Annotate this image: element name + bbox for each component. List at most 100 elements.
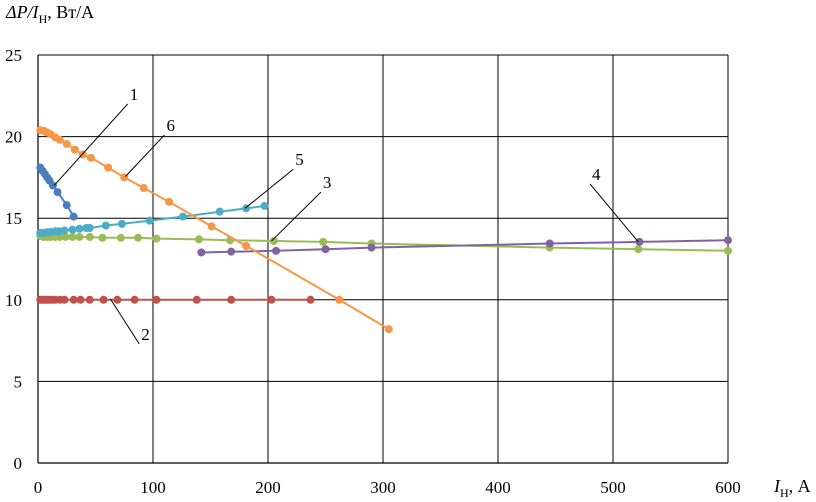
series-2: [36, 295, 315, 304]
series-2-point: [130, 295, 139, 304]
series-4-point: [197, 248, 206, 257]
series-6-point: [70, 145, 79, 154]
y-tick-label: 20: [5, 128, 22, 147]
series-1-point: [62, 201, 71, 210]
series-6-point: [242, 241, 251, 250]
annotation-leader: [110, 298, 140, 345]
series-2-point: [85, 295, 94, 304]
series-2-point: [152, 295, 161, 304]
series-1: [36, 163, 78, 221]
annotation-label: 5: [295, 150, 304, 169]
annotation-6: 6: [125, 116, 175, 177]
series-5-point: [60, 226, 69, 235]
series-4-point: [321, 245, 330, 254]
y-tick-label: 10: [5, 291, 22, 310]
series-2-point: [306, 295, 315, 304]
series-3-point: [634, 245, 643, 254]
series-5-point: [117, 219, 126, 228]
series-5-point: [68, 225, 77, 234]
y-tick-label: 5: [14, 372, 23, 391]
series-1-point: [48, 181, 57, 190]
x-tick-label: 400: [485, 478, 511, 497]
series-2-point: [69, 295, 78, 304]
series-6-point: [104, 163, 113, 172]
annotation-2: 2: [110, 298, 150, 345]
series-3-point: [68, 232, 77, 241]
annotation-5: 5: [244, 150, 304, 209]
series-5: [36, 201, 269, 237]
series-5-point: [75, 224, 84, 233]
series-2-point: [113, 295, 122, 304]
series-3-point: [134, 233, 143, 242]
series-3-point: [98, 233, 107, 242]
annotation-leader: [589, 183, 639, 243]
series-3-point: [61, 232, 70, 241]
series-6-point: [384, 325, 393, 334]
annotation-label: 4: [592, 165, 601, 184]
series-2-point: [192, 295, 201, 304]
annotation-label: 6: [167, 116, 176, 135]
series-2-point: [76, 295, 85, 304]
series-3-point: [75, 232, 84, 241]
series-3-point: [152, 234, 161, 243]
series-3-point: [724, 246, 732, 255]
y-tick-label: 0: [14, 454, 23, 473]
y-tick-label: 25: [5, 46, 22, 65]
y-axis-title: ΔP/IН, Вт/А: [5, 2, 94, 26]
annotation-label: 2: [141, 325, 150, 344]
series-5-point: [145, 216, 154, 225]
series-3-point: [319, 237, 328, 246]
y-tick-label: 15: [5, 209, 22, 228]
series-5-point: [178, 212, 187, 221]
annotation-label: 3: [323, 173, 332, 192]
series-5-point: [101, 221, 110, 230]
series-6-point: [165, 197, 174, 206]
series-4-point: [227, 247, 236, 256]
annotation-leader: [244, 168, 294, 209]
series-5-point: [215, 207, 224, 216]
series-4-point: [724, 236, 732, 245]
series-2-point: [227, 295, 236, 304]
series-1-point: [69, 212, 78, 221]
x-tick-label: 300: [370, 478, 396, 497]
series-3-point: [85, 232, 94, 241]
x-tick-label: 200: [255, 478, 281, 497]
series-2-point: [60, 295, 69, 304]
annotation-leader: [53, 103, 129, 186]
series-2-point: [99, 295, 108, 304]
x-axis-title: IН, А: [773, 476, 811, 500]
series-3-point: [269, 237, 278, 246]
series-6-point: [207, 222, 216, 231]
annotation-3: 3: [271, 173, 332, 242]
x-tick-label: 0: [34, 478, 43, 497]
annotation-label: 1: [130, 85, 139, 104]
annotation-leader: [271, 191, 322, 242]
series-4-line: [201, 239, 729, 254]
series-6-point: [86, 153, 95, 162]
series-4-point: [635, 237, 644, 246]
series-4-point: [272, 246, 281, 255]
x-tick-label: 500: [600, 478, 626, 497]
series-3-point: [195, 235, 203, 244]
series-6-point: [139, 184, 148, 193]
annotations: 1 2 3 4 5 6: [53, 85, 639, 345]
axes: [37, 55, 728, 464]
series-1-point: [53, 188, 62, 197]
series-6-point: [335, 295, 344, 304]
series-2-point: [267, 295, 276, 304]
series-3-point: [116, 233, 125, 242]
series-5-point: [260, 201, 269, 210]
annotation-leader: [125, 134, 165, 177]
series-6-point: [55, 135, 64, 144]
annotation-4: 4: [589, 165, 639, 243]
series-group: [36, 126, 732, 334]
series-6-point: [62, 139, 71, 148]
series-5-point: [85, 223, 94, 232]
annotation-1: 1: [53, 85, 139, 186]
x-tick-label: 600: [715, 478, 741, 497]
x-tick-label: 100: [140, 478, 166, 497]
series-4: [197, 236, 732, 257]
